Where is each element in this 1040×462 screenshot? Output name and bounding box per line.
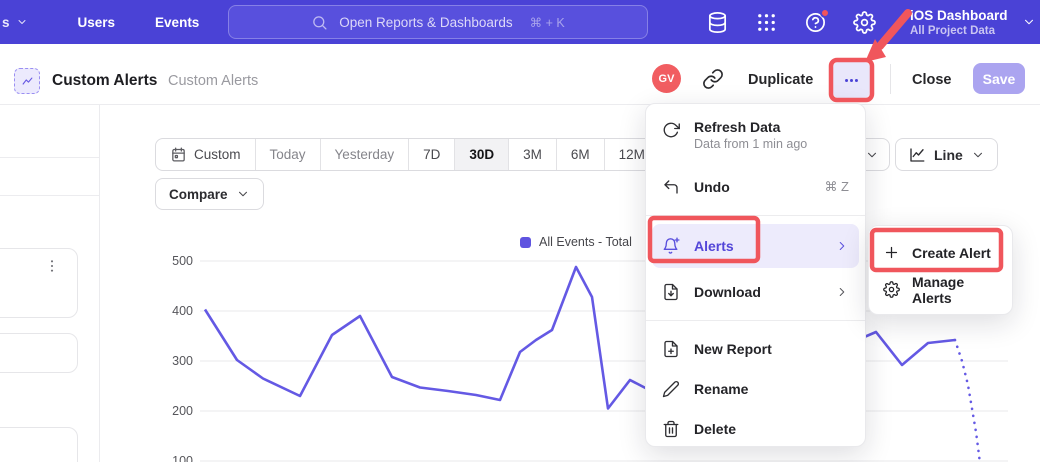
search-placeholder: Open Reports & Dashboards (339, 15, 512, 30)
nav-item-partial[interactable]: s (2, 15, 28, 30)
breadcrumb: Custom Alerts (168, 73, 258, 89)
menu-item-subtitle: Data from 1 min ago (694, 137, 807, 151)
more-options-menu: Refresh Data Data from 1 min agoUndo⌘ Z A… (645, 103, 866, 447)
top-nav-items: Users Events (78, 15, 200, 30)
menu-item-new-report[interactable]: New Report (646, 329, 865, 369)
duplicate-button[interactable]: Duplicate (748, 72, 813, 88)
data-icon[interactable] (706, 11, 729, 34)
y-axis-tick: 100 (172, 454, 193, 462)
top-nav-item-users[interactable]: Users (78, 15, 116, 30)
menu-item-delete[interactable]: Delete (646, 409, 865, 449)
gear-icon (883, 281, 900, 298)
save-button[interactable]: Save (973, 63, 1025, 94)
y-axis-tick: 200 (172, 404, 193, 418)
bell-plus-icon (662, 237, 680, 255)
alerts-submenu: Create AlertManage Alerts (868, 225, 1013, 315)
header-divider (890, 64, 891, 94)
chevron-right-icon (835, 285, 849, 299)
more-options-button[interactable] (833, 62, 870, 98)
y-axis-tick: 300 (172, 354, 193, 368)
y-axis-tick: 500 (172, 254, 193, 268)
close-button[interactable]: Close (912, 72, 952, 88)
menu-item-refresh-data[interactable]: Refresh Data Data from 1 min ago (646, 115, 865, 167)
menu-item-download[interactable]: Download (646, 272, 865, 312)
menu-divider (646, 320, 865, 321)
topbar-icon-group (706, 0, 876, 44)
share-link-icon[interactable] (702, 68, 724, 90)
project-switcher[interactable]: iOS Dashboard All Project Data (910, 0, 1036, 44)
legend-label: All Events - Total (539, 235, 632, 249)
file-download-icon (662, 283, 680, 301)
menu-divider (646, 215, 865, 216)
menu-item-rename[interactable]: Rename (646, 369, 865, 409)
undo-icon (662, 178, 680, 196)
project-scope: All Project Data (910, 24, 1008, 38)
menu-item-undo[interactable]: Undo⌘ Z (646, 167, 865, 207)
keyboard-shortcut: ⌘ Z (824, 179, 849, 195)
submenu-item-manage-alerts[interactable]: Manage Alerts (869, 271, 1012, 308)
trash-icon (662, 420, 680, 438)
report-header: Custom Alerts Custom Alerts GV Duplicate… (0, 44, 1040, 105)
help-icon[interactable] (804, 11, 827, 34)
menu-item-alerts[interactable]: Alerts (652, 224, 859, 268)
page-title: Custom Alerts (52, 72, 157, 90)
avatar[interactable]: GV (652, 64, 681, 93)
settings-icon[interactable] (853, 11, 876, 34)
pencil-icon (662, 380, 680, 398)
y-axis-tick: 400 (172, 304, 193, 318)
top-nav-item-events[interactable]: Events (155, 15, 199, 30)
legend-swatch (520, 237, 531, 248)
notification-badge (820, 8, 830, 18)
chevron-down-icon (1022, 15, 1036, 29)
refresh-icon (662, 121, 680, 139)
file-plus-icon (662, 340, 680, 358)
app-root: 500 400 300 200 100 All Events - Total Custo… (0, 0, 1040, 462)
submenu-item-create-alert[interactable]: Create Alert (869, 234, 1012, 271)
series-line-projected (955, 340, 981, 462)
search-input[interactable]: Open Reports & Dashboards ⌘ + K (228, 5, 648, 39)
report-type-icon (14, 68, 40, 94)
chevron-right-icon (835, 239, 849, 253)
apps-grid-icon[interactable] (755, 11, 778, 34)
chevron-down-icon (16, 16, 28, 28)
search-shortcut: ⌘ + K (530, 15, 565, 30)
top-navigation-bar: s Users Events Open Reports & Dashboards … (0, 0, 1040, 44)
plus-icon (883, 244, 900, 261)
project-name: iOS Dashboard (910, 7, 1008, 24)
chart-legend: All Events - Total (520, 235, 632, 249)
search-icon (311, 14, 328, 31)
